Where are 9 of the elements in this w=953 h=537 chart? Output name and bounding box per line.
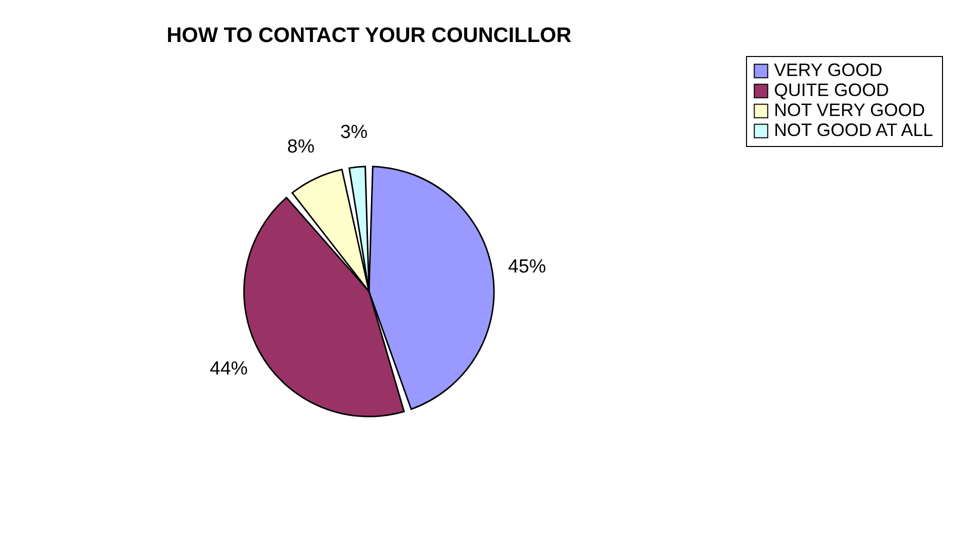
data-label: 44% [210,358,248,380]
chart-title: HOW TO CONTACT YOUR COUNCILLOR [166,24,572,47]
legend-label: NOT GOOD AT ALL [774,120,934,140]
legend-label: NOT VERY GOOD [774,100,926,120]
data-label: 3% [340,122,368,144]
legend-label: VERY GOOD [774,60,882,80]
data-label: 8% [287,136,315,158]
data-label: 45% [508,256,546,278]
legend-label: QUITE GOOD [774,80,890,100]
